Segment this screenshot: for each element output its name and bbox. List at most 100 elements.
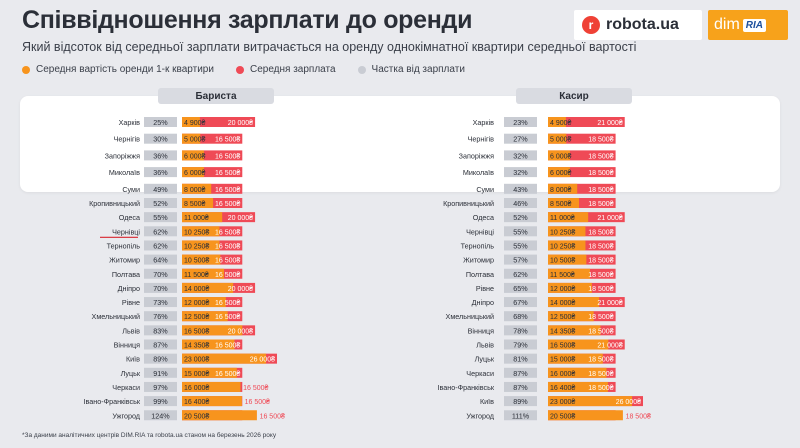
barista-city-label: Житомир [109,256,140,265]
cashier-city-label: Рівне [476,284,494,293]
cashier-city-label: Суми [476,185,494,194]
cashier-rent-bar [548,133,567,144]
cashier-city-label: Кропивницький [443,199,494,208]
cashier-share-box [504,311,537,322]
cashier-city-label: Харків [473,118,495,127]
cashier-salary-label: 18 500₴ [588,153,613,160]
cashier-share-box [504,226,537,237]
cashier-salary-label: 21 000₴ [597,215,622,222]
cashier-salary-label: 21 000₴ [597,120,622,127]
cashier-city-label: Полтава [466,270,494,279]
page-title: Співвідношення зарплати до оренди [22,6,473,34]
cashier-salary-bar [548,183,616,194]
cashier-share-box [504,212,537,223]
cashier-share-box [504,367,537,378]
cashier-share-value: 65% [513,284,528,293]
cashier-share-box [504,150,537,161]
barista-rent-bar [182,183,212,194]
cashier-city-label: Івано-Франківськ [438,383,495,392]
cashier-header: Касир [516,88,632,104]
barista-rent-label: 14 000₴ [184,286,209,293]
cashier-share-box [504,117,537,127]
barista-share-value: 62% [153,241,168,250]
cashier-rent-label: 20 500₴ [550,413,575,420]
cashier-share-value: 52% [513,213,528,222]
legend-share-dot [357,65,366,74]
cashier-rent-label: 14 350₴ [550,328,575,335]
cashier-salary-bar [548,133,616,144]
barista-rent-label: 6 000₴ [184,153,206,160]
legend-salary-label: Середня зарплата [249,64,336,75]
barista-city-label: Львів [122,326,140,335]
cashier-rent-label: 15 000₴ [550,357,575,364]
cashier-salary-label: 18 500₴ [626,413,651,420]
barista-salary-label: 16 500₴ [215,153,240,160]
ria-logo-text: RIA [742,18,767,32]
cashier-city-label: Вінниця [468,326,494,335]
barista-city-label: Тернопіль [107,241,141,250]
barista-rent-bar [182,167,204,178]
cashier-salary-label: 18 500₴ [588,314,613,321]
barista-salary-label: 16 500₴ [215,371,240,378]
cashier-city-label: Тернопіль [461,241,495,250]
barista-rent-label: 11 500₴ [184,272,209,279]
cashier-share-value: 78% [513,326,528,335]
barista-rent-bar [182,150,204,161]
robota-r-icon: r [582,16,600,34]
cashier-share-box [504,410,537,421]
barista-city-label: Запоріжжя [105,151,140,160]
cashier-rent-bar [548,367,607,378]
barista-rent-bar [182,117,200,127]
legend-share-label: Частка від зарплати [371,64,465,75]
cashier-city-label: Житомир [463,256,494,265]
cashier-city-label: Одеса [473,213,494,222]
barista-share-value: 49% [153,185,168,194]
cashier-rent-bar [548,198,580,208]
barista-salary-label: 16 500₴ [215,243,240,250]
barista-city-label: Чернігів [114,135,141,144]
barista-share-box [144,198,177,208]
cashier-rent-label: 16 400₴ [550,385,575,392]
barista-rent-label: 10 500₴ [184,258,209,265]
robota-logo[interactable]: r robota.ua [574,10,702,40]
barista-salary-bar [182,133,243,144]
cashier-salary-bar [548,117,625,127]
barista-share-value: 70% [153,270,168,279]
barista-salary-label: 20 000₴ [228,120,253,127]
cashier-share-value: 79% [513,341,528,350]
cashier-share-box [504,339,537,350]
barista-share-box [144,367,177,378]
barista-rent-bar [182,297,226,308]
barista-rent-bar [182,212,223,223]
barista-rent-bar [182,396,242,407]
cashier-rent-label: 8 500₴ [550,201,572,208]
cashier-rent-bar [548,226,586,237]
barista-share-value: 30% [153,135,168,144]
cashier-salary-bar [548,150,616,161]
barista-rent-bar [182,254,221,265]
cashier-rent-label: 10 250₴ [550,243,575,250]
cashier-salary-label: 18 500₴ [588,328,613,335]
barista-rent-bar [182,268,225,279]
cashier-rent-bar [548,183,578,194]
dim-ria-logo[interactable]: dim RIA [708,10,788,40]
cashier-city-label: Чернівці [466,227,494,236]
barista-salary-label: 16 500₴ [215,201,240,208]
barista-share-box [144,183,177,194]
barista-share-box [144,297,177,308]
barista-city-label: Харків [119,118,141,127]
barista-rent-label: 5 000₴ [184,137,206,144]
cashier-share-value: 32% [513,168,528,177]
barista-city-label: Одеса [119,213,140,222]
cashier-share-box [504,282,537,293]
cashier-rent-label: 8 000₴ [550,187,572,194]
cashier-share-value: 87% [513,383,528,392]
cashier-share-value: 23% [513,118,528,127]
cashier-rent-label: 11 000₴ [550,215,575,222]
barista-share-box [144,353,177,364]
cashier-rent-label: 4 900₴ [550,120,572,127]
barista-city-label: Миколаїв [109,168,140,177]
cashier-rent-label: 12 500₴ [550,314,575,321]
cashier-rent-bar [548,167,570,178]
